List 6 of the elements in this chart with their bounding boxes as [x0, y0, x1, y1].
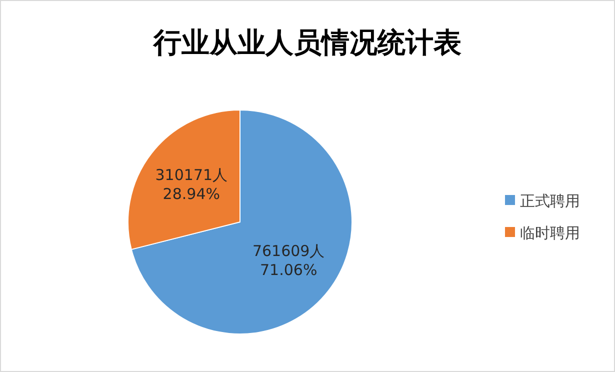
data-label: 310171人 28.94% [155, 166, 228, 204]
chart-title: 行业从业人员情况统计表 [152, 26, 462, 59]
legend-label: 临时聘用 [520, 224, 580, 242]
data-label: 761609人 71.06% [252, 242, 325, 279]
legend-label: 正式聘用 [520, 192, 580, 210]
pie-slice [130, 110, 352, 334]
